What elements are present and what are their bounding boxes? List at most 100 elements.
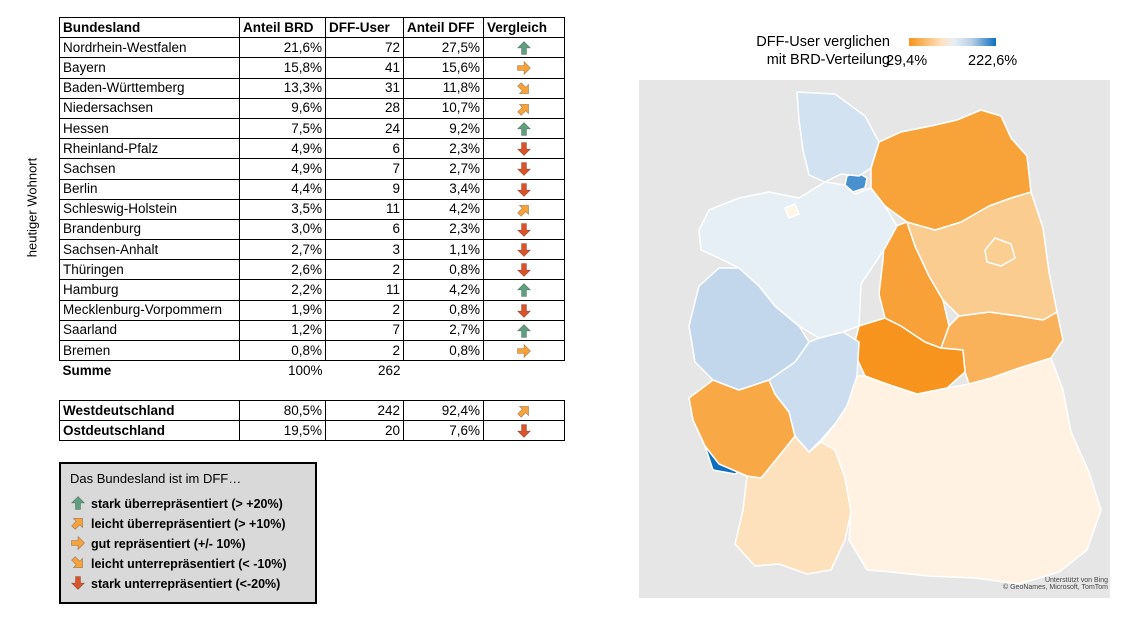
cell-anteil-brd: 21,6%	[239, 37, 326, 59]
cell-dff-user: 2	[325, 299, 404, 321]
cell-region-brd: 80,5%	[239, 399, 326, 422]
map-region-schleswig-holstein	[796, 91, 880, 183]
cell-anteil-brd: 7,5%	[239, 117, 326, 140]
cell-region-dff: 92,4%	[403, 399, 484, 422]
map-region-niedersachsen	[698, 181, 898, 339]
cell-vergleich	[483, 218, 565, 241]
cell-bundesland: Rheinland-Pfalz	[59, 138, 240, 160]
stark-unter-arrow-icon	[516, 181, 532, 197]
cell-anteil-brd: 4,9%	[239, 138, 326, 160]
cell-bundesland: Nordrhein-Westfalen	[59, 37, 240, 59]
table-row: Berlin 4,4% 9 3,4%	[59, 178, 565, 200]
cell-dff-user: 41	[325, 57, 404, 79]
cell-anteil-brd: 2,7%	[239, 239, 326, 261]
map-region-mecklenburg-vorpommern	[870, 109, 1032, 231]
table-row: Sachsen 4,9% 7 2,7%	[59, 158, 565, 180]
cell-vergleich	[483, 77, 565, 99]
cell-vergleich	[483, 117, 565, 140]
attribution-line2: © GeoNames, Microsoft, TomTom	[1003, 584, 1108, 591]
cell-anteil-dff: 4,2%	[403, 198, 484, 220]
header-anteil-dff: Anteil DFF	[403, 16, 484, 39]
cell-bundesland: Mecklenburg-Vorpommern	[59, 299, 240, 321]
gut-arrow-icon	[71, 535, 91, 551]
cell-dff-user: 7	[325, 319, 404, 342]
cell-anteil-brd: 4,4%	[239, 178, 326, 200]
cell-dff-user: 11	[325, 279, 404, 301]
stark-ueber-arrow-icon	[516, 121, 532, 136]
table-row: Bayern 15,8% 41 15,6%	[59, 57, 565, 79]
bundesland-table: Bundesland Anteil BRD DFF-User Anteil DF…	[59, 16, 565, 380]
cell-anteil-dff: 1,1%	[403, 239, 484, 261]
cell-dff-user: 31	[325, 77, 404, 99]
cell-anteil-brd: 9,6%	[239, 97, 326, 119]
cell-bundesland: Thüringen	[59, 259, 240, 281]
table-header-row: Bundesland Anteil BRD DFF-User Anteil DF…	[59, 16, 565, 39]
map-region-bremen	[784, 203, 800, 219]
sum-dff-user: 262	[377, 362, 401, 378]
table-row: Hessen 7,5% 24 9,2%	[59, 117, 565, 140]
header-dff-user: DFF-User	[325, 16, 404, 39]
cell-region-users: 20	[325, 420, 404, 442]
leicht-unter-arrow-icon	[517, 80, 531, 95]
cell-vergleich	[483, 178, 565, 200]
cell-bundesland: Berlin	[59, 178, 240, 200]
cell-dff-user: 72	[325, 37, 404, 59]
cell-anteil-brd: 2,2%	[239, 279, 326, 301]
gut-arrow-icon	[517, 60, 531, 76]
cell-vergleich	[483, 198, 565, 220]
leicht-unter-arrow-icon	[71, 556, 91, 571]
cell-anteil-brd: 15,8%	[239, 57, 326, 79]
cell-vergleich	[483, 319, 565, 342]
region-row: Ostdeutschland 19,5% 20 7,6%	[59, 420, 565, 442]
cell-dff-user: 2	[325, 339, 404, 362]
table-row: Bremen 0,8% 2 0,8%	[59, 339, 565, 362]
legend-item-label: leicht unterrepräsentiert (< -10%)	[91, 557, 287, 571]
cell-anteil-dff: 2,7%	[403, 158, 484, 180]
cell-bundesland: Bayern	[59, 57, 240, 79]
sum-anteil-brd: 100%	[287, 362, 323, 378]
header-vergleich: Vergleich	[483, 16, 565, 39]
cell-bundesland: Schleswig-Holstein	[59, 198, 240, 220]
color-scale-bar	[909, 38, 996, 46]
cell-dff-user: 24	[325, 117, 404, 140]
leicht-ueber-arrow-icon	[517, 403, 531, 418]
y-axis-label: heutiger Wohnort	[24, 157, 40, 258]
table-row: Saarland 1,2% 7 2,7%	[59, 319, 565, 342]
cell-anteil-dff: 0,8%	[403, 259, 484, 281]
cell-anteil-brd: 3,0%	[239, 218, 326, 241]
cell-anteil-brd: 0,8%	[239, 339, 326, 362]
table-row: Hamburg 2,2% 11 4,2%	[59, 279, 565, 301]
cell-vergleich	[483, 57, 565, 79]
legend-title: Das Bundesland ist im DFF…	[70, 471, 242, 486]
color-scale-min: 29,4%	[886, 53, 928, 69]
cell-anteil-brd: 1,2%	[239, 319, 326, 342]
cell-bundesland: Sachsen-Anhalt	[59, 239, 240, 261]
cell-anteil-brd: 3,5%	[239, 198, 326, 220]
table-row: Thüringen 2,6% 2 0,8%	[59, 259, 565, 281]
legend-box: Das Bundesland ist im DFF… stark überrep…	[59, 462, 317, 604]
cell-vergleich	[483, 279, 565, 301]
cell-dff-user: 6	[325, 218, 404, 241]
cell-region: Westdeutschland	[59, 399, 240, 422]
cell-anteil-dff: 2,7%	[403, 319, 484, 342]
cell-region-users: 242	[325, 399, 404, 422]
region-row: Westdeutschland 80,5% 242 92,4%	[59, 399, 565, 422]
cell-bundesland: Bremen	[59, 339, 240, 362]
cell-dff-user: 3	[325, 239, 404, 261]
legend-item: gut repräsentiert (+/- 10%)	[71, 535, 246, 551]
stark-unter-arrow-icon	[516, 221, 532, 237]
cell-region-vergleich	[483, 420, 565, 442]
cell-dff-user: 2	[325, 259, 404, 281]
cell-vergleich	[483, 37, 565, 59]
legend-item-label: stark unterrepräsentiert (<-20%)	[91, 577, 281, 591]
cell-dff-user: 7	[325, 158, 404, 180]
cell-anteil-dff: 27,5%	[403, 37, 484, 59]
cell-dff-user: 11	[325, 198, 404, 220]
cell-anteil-dff: 2,3%	[403, 138, 484, 160]
stark-ueber-arrow-icon	[516, 40, 532, 56]
stark-ueber-arrow-icon	[70, 496, 91, 511]
cell-bundesland: Niedersachsen	[59, 97, 240, 119]
cell-anteil-dff: 4,2%	[403, 279, 484, 301]
legend-item: stark unterrepräsentiert (<-20%)	[70, 576, 281, 591]
legend-item-label: leicht überrepräsentiert (> +10%)	[91, 517, 286, 531]
